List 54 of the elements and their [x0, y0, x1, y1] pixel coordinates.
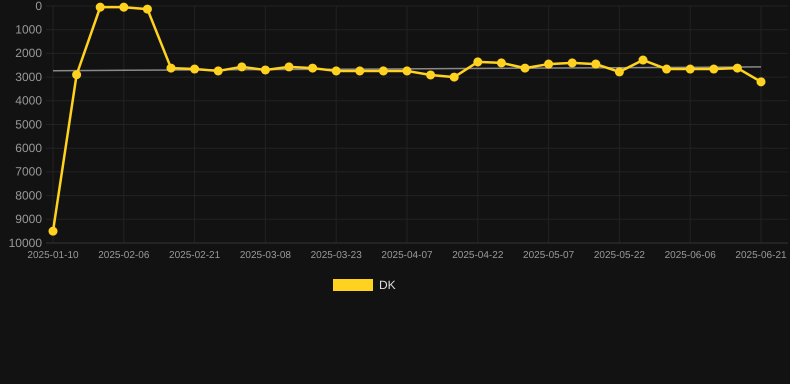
x-tick-label: 2025-01-10 — [27, 250, 80, 262]
x-tick-label: 2025-02-21 — [169, 250, 221, 262]
point — [638, 56, 648, 65]
point — [450, 72, 459, 82]
y-tick-label: 6000 — [15, 141, 42, 156]
point — [96, 2, 105, 12]
point — [119, 2, 128, 12]
point — [48, 226, 58, 236]
point — [496, 58, 506, 68]
point — [332, 66, 341, 76]
y-tick-label: 7000 — [15, 164, 42, 179]
legend-label: DK — [379, 278, 396, 292]
point — [662, 64, 672, 74]
point — [756, 77, 766, 86]
point — [473, 57, 482, 66]
y-tick-label: 0 — [35, 0, 42, 13]
x-tick-label: 2025-05-07 — [523, 250, 575, 262]
y-tick-label: 4000 — [15, 94, 42, 108]
y-tick-label: 9000 — [15, 212, 42, 226]
x-tick-label: 2025-05-22 — [594, 250, 646, 262]
point — [568, 58, 577, 68]
point — [614, 67, 624, 76]
x-tick-label: 2025-06-06 — [664, 250, 716, 262]
y-tick-label: 8000 — [15, 188, 42, 202]
y-tick-label: 5000 — [15, 117, 42, 132]
y-tick-label: 2000 — [15, 46, 42, 60]
point — [237, 62, 246, 72]
x-tick-label: 2025-06-21 — [735, 250, 788, 262]
point — [544, 60, 554, 69]
point — [284, 62, 294, 72]
point — [166, 64, 176, 73]
point — [686, 64, 695, 74]
point — [426, 70, 436, 80]
point — [355, 66, 364, 76]
point — [142, 4, 152, 14]
x-tick-label: 2025-04-07 — [381, 250, 434, 262]
point — [308, 64, 318, 73]
point — [260, 65, 270, 74]
x-tick-label: 2025-03-23 — [310, 250, 362, 262]
y-tick-label: 3000 — [15, 70, 42, 84]
x-tick-label: 2025-04-22 — [452, 250, 504, 262]
point — [402, 66, 412, 76]
point — [214, 66, 223, 76]
point — [709, 64, 718, 74]
y-tick-label: 1000 — [15, 22, 42, 37]
x-tick-label: 2025-02-06 — [98, 250, 150, 262]
point — [591, 60, 600, 69]
point — [190, 64, 200, 74]
x-tick-label: 2025-03-08 — [240, 250, 292, 262]
point — [378, 66, 388, 76]
point — [72, 70, 82, 80]
y-tick-label: 10000 — [8, 236, 42, 250]
point — [732, 64, 742, 73]
point — [520, 64, 530, 73]
